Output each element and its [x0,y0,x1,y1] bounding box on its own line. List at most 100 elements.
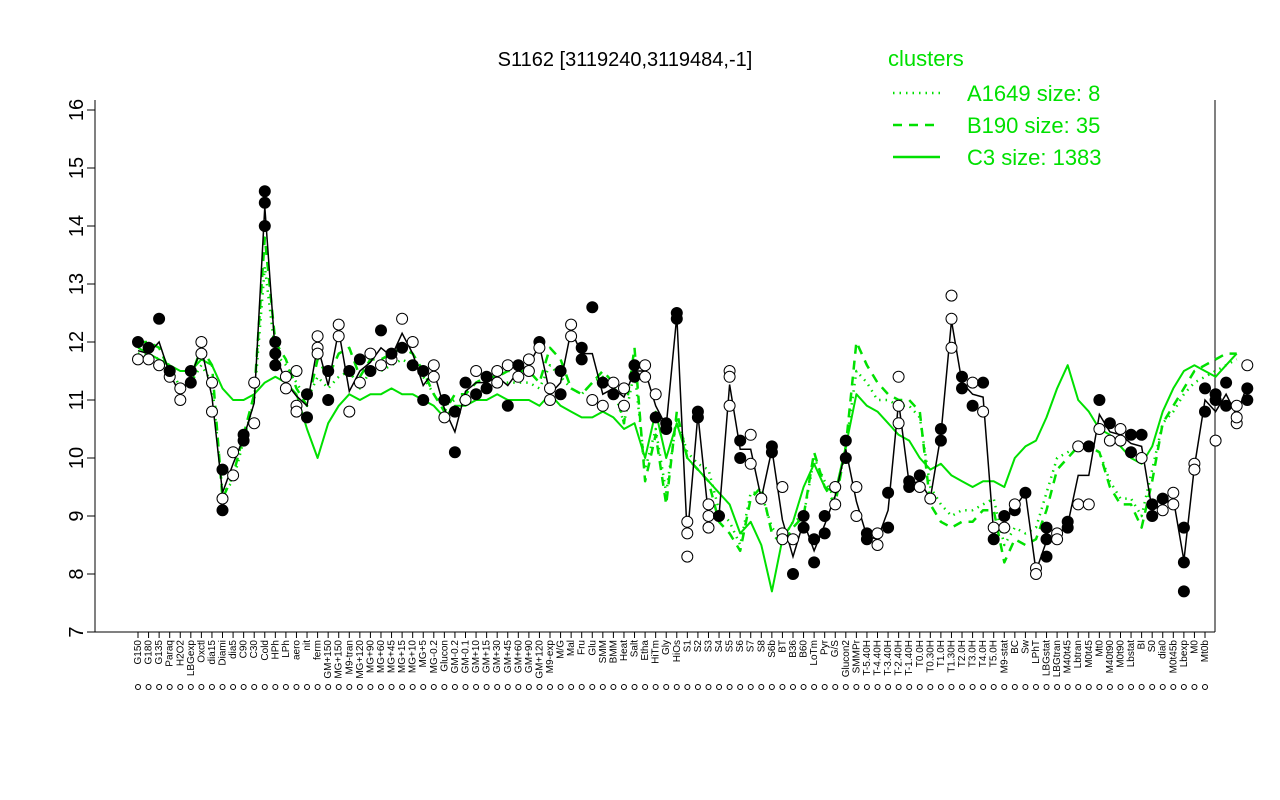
rug-marker [1138,684,1145,690]
x-tick-label: S0 [1147,640,1158,653]
data-point [987,533,1000,546]
data-point [417,365,430,377]
x-tick-label: S2 [693,640,704,653]
x-tick-label: dia15 [207,640,218,665]
x-tick-label: GM+150 [323,640,334,679]
x-tick-label: T-1.40H [904,640,915,676]
rug-marker [1085,684,1092,690]
series-line-dotted [138,265,1238,547]
data-point [544,394,556,406]
data-point [596,376,609,389]
data-point [1220,376,1233,389]
data-point [628,370,641,383]
data-point [924,492,937,505]
data-point [438,411,451,424]
data-point [1167,498,1180,511]
rug-marker [494,684,501,690]
x-tick-label: M0t45b [1168,640,1179,674]
rug-marker [684,684,691,690]
rug-marker [156,684,163,690]
data-point [903,475,916,488]
rug-marker [377,684,384,690]
x-tick-label: S5 [725,640,736,653]
x-tick-label: LoTm [809,640,820,666]
chart-title: S1162 [3119240,3119484,-1] [498,49,753,71]
x-tick-label: T-2.40H [894,640,905,676]
data-point [1040,533,1053,546]
data-point [353,376,366,389]
x-tick-label: BT [777,640,788,653]
rug-marker [135,684,141,690]
data-point [649,388,662,401]
x-tick-label: C30 [249,640,260,659]
data-point [1230,399,1243,412]
data-point [459,376,472,389]
data-point [501,399,514,412]
data-point [322,394,335,406]
data-point [744,428,757,441]
data-point [501,359,514,372]
x-tick-label: S7 [746,640,757,653]
rug-marker [716,684,723,690]
rug-marker [230,684,237,690]
rug-marker [187,684,194,690]
rug-marker [198,684,205,690]
x-tick-label: dia0 [1158,640,1169,659]
rug-marker [1159,684,1166,690]
data-point [1103,434,1116,447]
x-tick-label: GM+45 [503,640,514,674]
data-point [1072,498,1085,511]
data-point [755,492,768,505]
data-point [977,405,990,418]
rug-marker [314,684,321,690]
data-point [839,434,852,447]
data-point [512,359,525,372]
rug-marker [251,684,258,690]
data-point [713,510,725,522]
data-point [575,341,588,354]
x-axis: G150 G180 G135 Paraq H2O2 LBGexp Oxctl dia15 Dia… [133,632,1211,690]
x-tick-label: BMM [608,640,619,663]
rug-marker [642,684,649,690]
rug-marker [557,684,564,690]
data-point [153,359,166,372]
data-point [776,481,789,493]
data-point [153,312,166,325]
x-tick-label: Salt [630,640,641,657]
x-tick-label: GM+10 [471,640,482,674]
x-tick-label: ferm [313,640,324,660]
data-point [639,359,652,372]
rug-marker [1191,684,1198,690]
rug-marker [304,684,311,690]
data-point [544,382,556,395]
data-point [1114,434,1127,447]
y-tick-label: 16 [66,99,88,121]
data-point [248,376,261,389]
data-point [892,370,905,383]
data-point [195,336,208,348]
data-point [649,411,662,424]
rug-marker [652,684,659,690]
x-tick-label: T0.30H [925,640,936,673]
data-point [818,527,831,540]
x-tick-label: SMMPr [851,639,862,673]
x-tick-label: BI [1137,640,1148,649]
rug-marker [441,684,448,690]
data-point [618,382,630,395]
data-point [765,446,778,459]
data-point [174,394,187,406]
data-point [174,382,187,395]
y-tick-label: 13 [66,273,88,295]
data-point [237,434,250,447]
x-tick-label: Oxctl [196,640,207,663]
data-point [279,370,292,383]
rug-marker [240,684,247,690]
rug-marker [927,684,934,690]
data-point [1114,423,1127,435]
data-point [913,481,926,493]
data-point [385,347,398,360]
x-tick-label: nit [302,640,313,651]
rug-marker [1022,684,1029,690]
x-tick-label: G135 [154,640,165,665]
legend: clusters A1649 size: 8 B190 size: 35 C3 si… [888,46,1102,170]
